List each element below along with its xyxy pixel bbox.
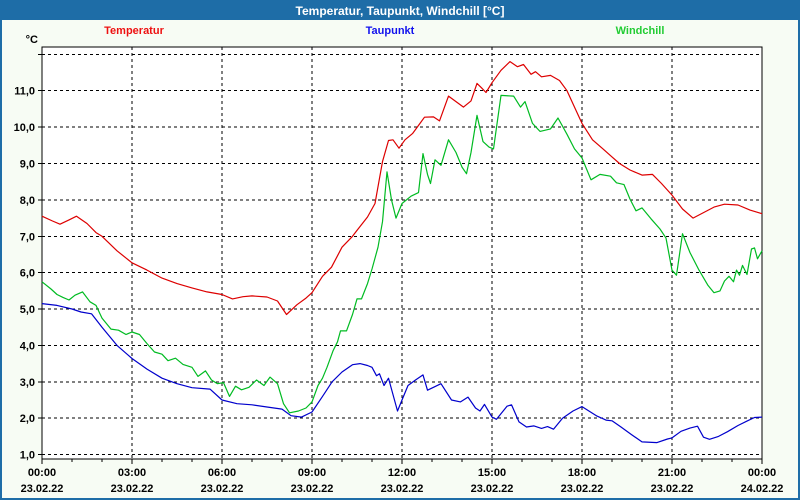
x-axis-time-label: 06:00 [208, 467, 236, 479]
legend-label-temperatur: Temperatur [104, 25, 164, 37]
window-titlebar: Temperatur, Taupunkt, Windchill [°C] [2, 2, 798, 20]
x-axis-time-label: 12:00 [388, 467, 416, 479]
series-line-windchill [41, 94, 763, 414]
x-axis-time-label: 03:00 [118, 467, 146, 479]
x-axis-date-label: 23.02.22 [561, 483, 604, 495]
x-axis-time-label: 21:00 [658, 467, 686, 479]
series-line-temperatur [41, 60, 763, 316]
y-axis-tick-label: 7,0 [20, 231, 35, 243]
x-axis-time-label: 00:00 [748, 467, 776, 479]
y-axis-tick-label: 9,0 [20, 158, 35, 170]
x-axis-time-label: 09:00 [298, 467, 326, 479]
y-axis-tick-label: 1,0 [20, 450, 35, 462]
x-axis-date-label: 23.02.22 [21, 483, 64, 495]
series-line-taupunkt [41, 303, 763, 444]
x-axis-time-label: 15:00 [478, 467, 506, 479]
x-axis-time-label: 00:00 [28, 467, 56, 479]
y-axis-tick-label: 3,0 [20, 377, 35, 389]
x-axis-date-label: 23.02.22 [651, 483, 694, 495]
y-axis-tick-label: 2,0 [20, 413, 35, 425]
window-title: Temperatur, Taupunkt, Windchill [°C] [295, 4, 505, 18]
x-axis-date-label: 23.02.22 [291, 483, 334, 495]
legend-label-taupunkt: Taupunkt [365, 25, 415, 37]
y-axis-tick-label: 11,0 [14, 86, 35, 98]
legend-item-temperatur: Temperatur [104, 25, 164, 37]
y-axis-tick-label: 8,0 [20, 195, 35, 207]
y-axis-tick-label: 10,0 [14, 122, 35, 134]
x-axis-date-label: 23.02.22 [471, 483, 514, 495]
x-axis-date-label: 23.02.22 [111, 483, 154, 495]
x-axis-date-label: 23.02.22 [381, 483, 424, 495]
x-axis-date-label: 23.02.22 [201, 483, 244, 495]
x-axis-time-label: 18:00 [568, 467, 596, 479]
y-axis-tick-label: 6,0 [20, 268, 35, 280]
chart-plot: 1,0 2,0 3,0 4,0 5,0 6,0 7,0 8,0 9,0 10,0 11,0 °C 00:… [14, 34, 784, 495]
x-axis-date-label: 24.02.22 [741, 483, 784, 495]
legend-item-taupunkt: Taupunkt [366, 25, 415, 37]
y-axis-tick-label: 5,0 [20, 304, 35, 316]
y-axis-unit-label: °C [26, 34, 38, 46]
legend-item-windchill: Windchill [616, 25, 665, 37]
legend-label-windchill: Windchill [615, 25, 665, 37]
y-axis-tick-label: 4,0 [20, 340, 35, 352]
